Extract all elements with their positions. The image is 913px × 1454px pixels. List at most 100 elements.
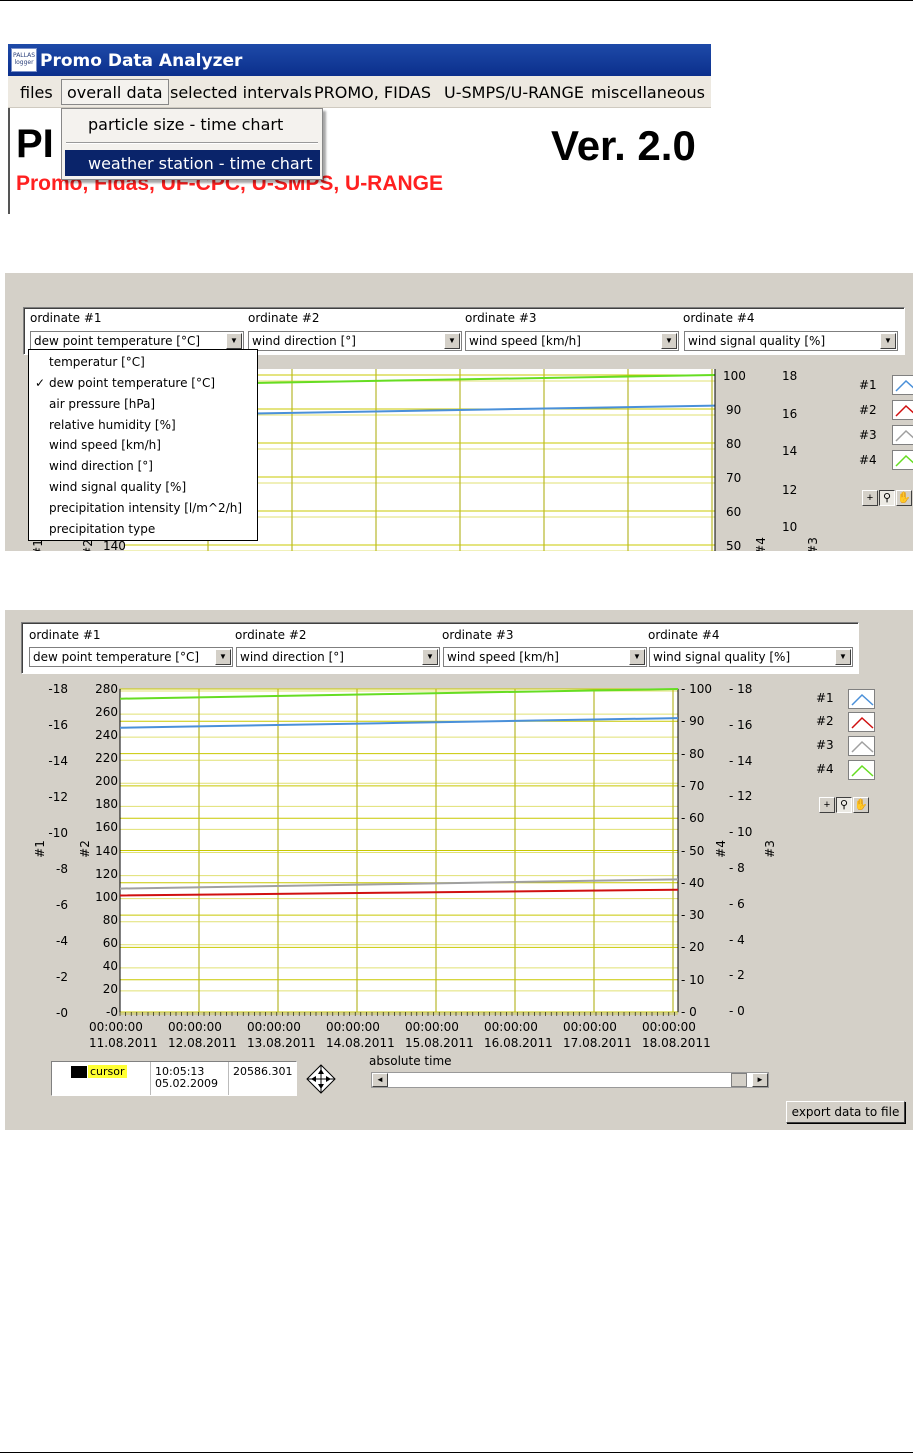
x-time-tick: 00:00:00 [326,1020,380,1034]
chevron-down-icon[interactable]: ▼ [661,333,677,349]
ordinate-select-3[interactable]: wind speed [km/h] ▼ [465,331,679,351]
x-time-tick: 00:00:00 [168,1020,222,1034]
scroll-left-icon[interactable]: ◄ [372,1073,388,1087]
menu-item-particle-size-chart[interactable]: particle size - time chart [88,115,284,134]
legend-swatch-1[interactable] [892,375,913,395]
option-temperatur[interactable]: temperatur [°C] [49,355,145,369]
page-bottom-rule [0,1452,913,1453]
ordinate-select-2[interactable]: wind direction [°] ▼ [248,331,462,351]
ordinate-select-1[interactable]: dew point temperature [°C] ▼ [29,647,233,667]
option-air-pressure[interactable]: air pressure [hPa] [49,397,156,411]
axis1-name: #1 [32,840,47,858]
title-bar: PALLAS logger Promo Data Analyzer [8,44,711,76]
export-data-button[interactable]: export data to file [786,1101,905,1123]
menu-promo-fidas[interactable]: PROMO, FIDAS [314,83,431,102]
chevron-down-icon[interactable]: ▼ [226,333,242,349]
legend-swatch-2[interactable] [848,712,875,732]
ordinate-1-dropdown-list: temperatur [°C] ✓ dew point temperature … [28,349,258,541]
chevron-down-icon[interactable]: ▼ [835,649,851,665]
menu-usmps-urange[interactable]: U-SMPS/U-RANGE [444,83,585,102]
ordinate-select-4-value: wind signal quality [%] [688,334,826,348]
axis3-tick: - 16 [729,717,753,732]
menu-overall-data[interactable]: overall data [61,79,169,105]
cursor-color-swatch[interactable] [71,1066,87,1078]
axis3-tick: 18 [782,369,798,383]
legend-swatch-2[interactable] [892,400,913,420]
x-date-tick: 11.08.2011 [89,1036,158,1050]
axis1-tick: -16 [48,718,68,732]
zoom-magnifier-icon[interactable]: ⚲ [879,490,895,506]
x-date-tick: 17.08.2011 [563,1036,632,1050]
ordinate-label-4: ordinate #4 [648,628,720,642]
axis3-tick: - 18 [729,682,753,696]
axis3-tick: - 2 [729,968,745,983]
legend-swatch-1[interactable] [848,689,875,709]
ordinate-select-3-value: wind speed [km/h] [447,650,559,664]
menu-separator [66,142,318,144]
legend-label-3: #3 [816,738,834,752]
option-dew-point[interactable]: dew point temperature [°C] [49,376,216,390]
axis2-tick: 20 [102,981,118,996]
pan-hand-icon[interactable]: ✋ [896,490,912,506]
option-wind-direction[interactable]: wind direction [°] [49,459,153,473]
axis2-tick: 160 [95,820,118,835]
option-wind-speed[interactable]: wind speed [km/h] [49,438,161,452]
chevron-down-icon[interactable]: ▼ [422,649,438,665]
menu-miscellaneous[interactable]: miscellaneous [591,83,705,102]
option-precipitation-type[interactable]: precipitation type [49,522,156,536]
time-scrollbar[interactable]: ◄ ► [371,1072,769,1088]
x-date-tick: 13.08.2011 [247,1036,316,1050]
axis2-tick: -0 [106,1005,118,1019]
ordinate-select-2[interactable]: wind direction [°] ▼ [236,647,440,667]
chevron-down-icon[interactable]: ▼ [629,649,645,665]
checkmark-icon: ✓ [35,376,46,390]
series-wind-speed [119,878,679,890]
x-time-tick: 00:00:00 [89,1020,143,1034]
axis1-tick: -4 [56,934,68,948]
legend-swatch-4[interactable] [848,760,875,780]
x-time-tick: 00:00:00 [405,1020,459,1034]
zoom-cursor-icon[interactable]: + [819,797,835,813]
ordinate-select-1[interactable]: dew point temperature [°C] ▼ [30,331,244,351]
axis4-tick: - 20 [681,940,705,955]
header-partial-text: PI [16,122,54,166]
zoom-cursor-icon[interactable]: + [862,490,878,506]
ordinate-select-2-value: wind direction [°] [240,650,344,664]
axis2-tick: 100 [95,889,118,904]
legend-label-2: #2 [816,714,834,728]
legend-label-1: #1 [816,691,834,705]
axis1-tick: -12 [48,790,68,804]
option-precipitation-intensity[interactable]: precipitation intensity [l/m^2/h] [49,501,243,515]
chevron-down-icon[interactable]: ▼ [444,333,460,349]
menu-item-weather-station-chart[interactable]: weather station - time chart [65,150,320,176]
axis2-tick: 220 [95,751,118,766]
app-title: Promo Data Analyzer [40,51,243,71]
ordinate-select-4[interactable]: wind signal quality [%] ▼ [649,647,853,667]
chevron-down-icon[interactable]: ▼ [215,649,231,665]
option-wind-signal-quality[interactable]: wind signal quality [%] [49,480,187,494]
legend-swatch-3[interactable] [892,425,913,445]
option-relative-humidity[interactable]: relative humidity [%] [49,418,176,432]
menu-selected-intervals[interactable]: selected intervals [170,83,312,102]
axis2-tick: 40 [102,958,118,973]
axis4-tick: - 0 [681,1005,697,1019]
menu-files[interactable]: files [20,83,53,102]
ordinate-select-4[interactable]: wind signal quality [%] ▼ [684,331,898,351]
x-date-tick: 16.08.2011 [484,1036,553,1050]
dropdown-screenshot: ordinate #1 ordinate #2 ordinate #3 ordi… [5,273,913,551]
chevron-down-icon[interactable]: ▼ [880,333,896,349]
pan-hand-icon[interactable]: ✋ [853,797,869,813]
x-date-tick: 15.08.2011 [405,1036,474,1050]
zoom-magnifier-icon[interactable]: ⚲ [836,797,852,813]
ordinate-select-2-value: wind direction [°] [252,334,356,348]
scroll-right-icon[interactable]: ► [752,1073,768,1087]
cursor-move-icon[interactable] [306,1064,336,1094]
chart-screenshot: ordinate #1 ordinate #2 ordinate #3 ordi… [5,610,913,1130]
legend-swatch-3[interactable] [848,736,875,756]
legend-swatch-4[interactable] [892,450,913,470]
ordinate-select-3[interactable]: wind speed [km/h] ▼ [443,647,647,667]
page-top-rule [0,0,913,1]
x-date-tick: 14.08.2011 [326,1036,395,1050]
scroll-thumb[interactable] [731,1073,747,1087]
ordinate-label-1: ordinate #1 [30,311,102,325]
